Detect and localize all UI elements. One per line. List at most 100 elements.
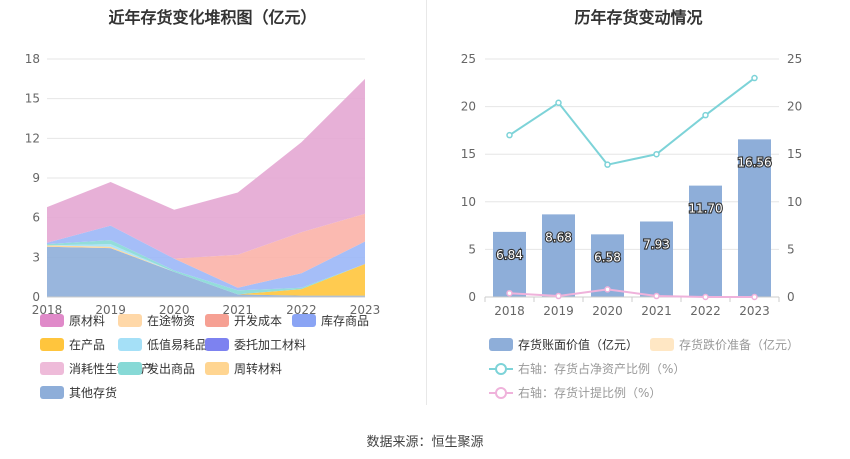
legend-swatch [118,338,142,351]
area-series-5 [47,225,365,291]
area-series-7 [47,78,365,259]
line-series-1 [509,288,755,298]
stacked-area-chart-panel: 近年存货变化堆积图（亿元） 0 3 6 9 12 15 18 2018 2019 2020 2021… [0,0,425,420]
y-tick-label: 9 [32,171,40,185]
x-tick-label: 2020 [592,304,623,318]
y-right-tick-label: 10 [787,195,802,209]
legend-label: 存货跌价准备（亿元） [679,338,800,352]
bar [493,231,526,297]
area-series-6 [47,213,365,288]
bar-value-label: 6.84 [496,248,523,262]
legend-label: 右轴：存货计提比例（%） [518,386,662,400]
y-left-tick-label: 25 [461,52,476,66]
bar-value-label: 11.70 [688,202,722,216]
y-left-tick-label: 20 [461,100,476,114]
panel-divider [426,0,427,405]
legend-swatch [292,314,316,327]
legend-item[interactable]: 开发成本 [205,312,282,329]
legend-item[interactable]: 原材料 [40,312,105,329]
legend-label: 库存商品 [321,314,370,328]
y-tick-label: 15 [25,92,40,106]
line-point [702,111,709,119]
legend-swatch [40,362,64,375]
area-series-0 [47,246,365,297]
y-right-tick-label: 5 [787,242,795,256]
x-tick-label: 2018 [32,303,63,317]
legend-item[interactable]: 周转材料 [205,360,282,377]
y-left-tick-label: 10 [461,195,476,209]
line-point [751,74,758,82]
x-tick-label: 2019 [543,304,574,318]
legend-label: 发出商品 [147,362,196,376]
y-right-tick-label: 15 [787,147,802,161]
line-point [653,292,660,300]
legend-swatch [205,362,229,375]
line-point [751,293,758,301]
legend-label: 右轴：存货占净资产比例（%） [518,362,686,376]
bar-line-chart: 0 5 10 15 20 25 0 5 10 15 20 25 2018 2019 2020 2021 2022… [461,52,803,318]
left-chart-title: 近年存货变化堆积图（亿元） [108,8,317,27]
legend-item[interactable]: 其他存货 [40,384,117,401]
y-left-tick-label: 15 [461,147,476,161]
x-tick-label: 2021 [223,303,254,317]
legend-swatch [489,386,513,400]
legend-item[interactable]: 存货账面价值（亿元） [489,336,638,353]
x-tick-label: 2019 [95,303,126,317]
legend-swatch [650,338,674,351]
y-tick-label: 12 [25,131,40,145]
area-series-1 [47,246,365,296]
data-source-note: 数据来源：恒生聚源 [366,435,484,450]
x-tick-label: 2022 [286,303,317,317]
x-tick-label: 2023 [739,304,770,318]
legend-item[interactable]: 委托加工材料 [205,336,306,353]
bar-value-label: 16.56 [737,155,771,169]
x-tick-label: 2021 [641,304,672,318]
legend-swatch [118,314,142,327]
line-point [506,289,513,297]
legend-swatch [40,386,64,399]
x-tick-label: 2023 [350,303,381,317]
stacked-area-chart: 0 3 6 9 12 15 18 2018 2019 2020 2021 2022 2023 [25,52,381,317]
y-right-tick-label: 20 [787,100,802,114]
legend-label: 存货账面价值（亿元） [518,338,639,352]
y-right-tick-label: 25 [787,52,802,66]
legend-swatch [489,338,513,351]
legend-label: 开发成本 [234,314,283,328]
legend-label: 在产品 [69,338,106,352]
legend-label: 委托加工材料 [234,338,307,352]
bar [689,185,722,297]
legend-label: 其他存货 [69,386,118,400]
legend-swatch [205,314,229,327]
line-point [653,150,660,158]
legend-swatch [489,362,513,376]
legend-item[interactable]: 右轴：存货计提比例（%） [489,384,661,401]
legend-item[interactable]: 存货跌价准备（亿元） [650,336,799,353]
bar-value-label: 7.93 [643,238,670,252]
legend-label: 原材料 [69,314,106,328]
y-tick-label: 18 [25,52,40,66]
legend-item[interactable]: 库存商品 [292,312,369,329]
x-tick-label: 2018 [494,304,525,318]
y-left-tick-label: 5 [468,242,476,256]
legend-swatch [118,362,142,375]
y-right-tick-label: 0 [787,290,795,304]
legend-item[interactable]: 低值易耗品 [118,336,207,353]
legend-item[interactable]: 发出商品 [118,360,195,377]
y-tick-label: 0 [32,290,40,304]
legend-label: 低值易耗品 [147,338,208,352]
y-left-tick-label: 0 [468,290,476,304]
line-point [506,131,513,139]
legend-item[interactable]: 在产品 [40,336,105,353]
bar [542,214,575,297]
legend-item[interactable]: 右轴：存货占净资产比例（%） [489,360,685,377]
line-series-0 [508,77,756,166]
bar-value-label: 8.68 [545,230,572,244]
legend-item[interactable]: 在途物资 [118,312,195,329]
bar [640,221,673,297]
line-point [702,293,709,301]
right-chart-title: 历年存货变动情况 [574,8,703,27]
line-point [555,99,562,107]
line-point [604,286,611,293]
x-tick-label: 2020 [159,303,190,317]
y-tick-label: 6 [32,211,40,225]
